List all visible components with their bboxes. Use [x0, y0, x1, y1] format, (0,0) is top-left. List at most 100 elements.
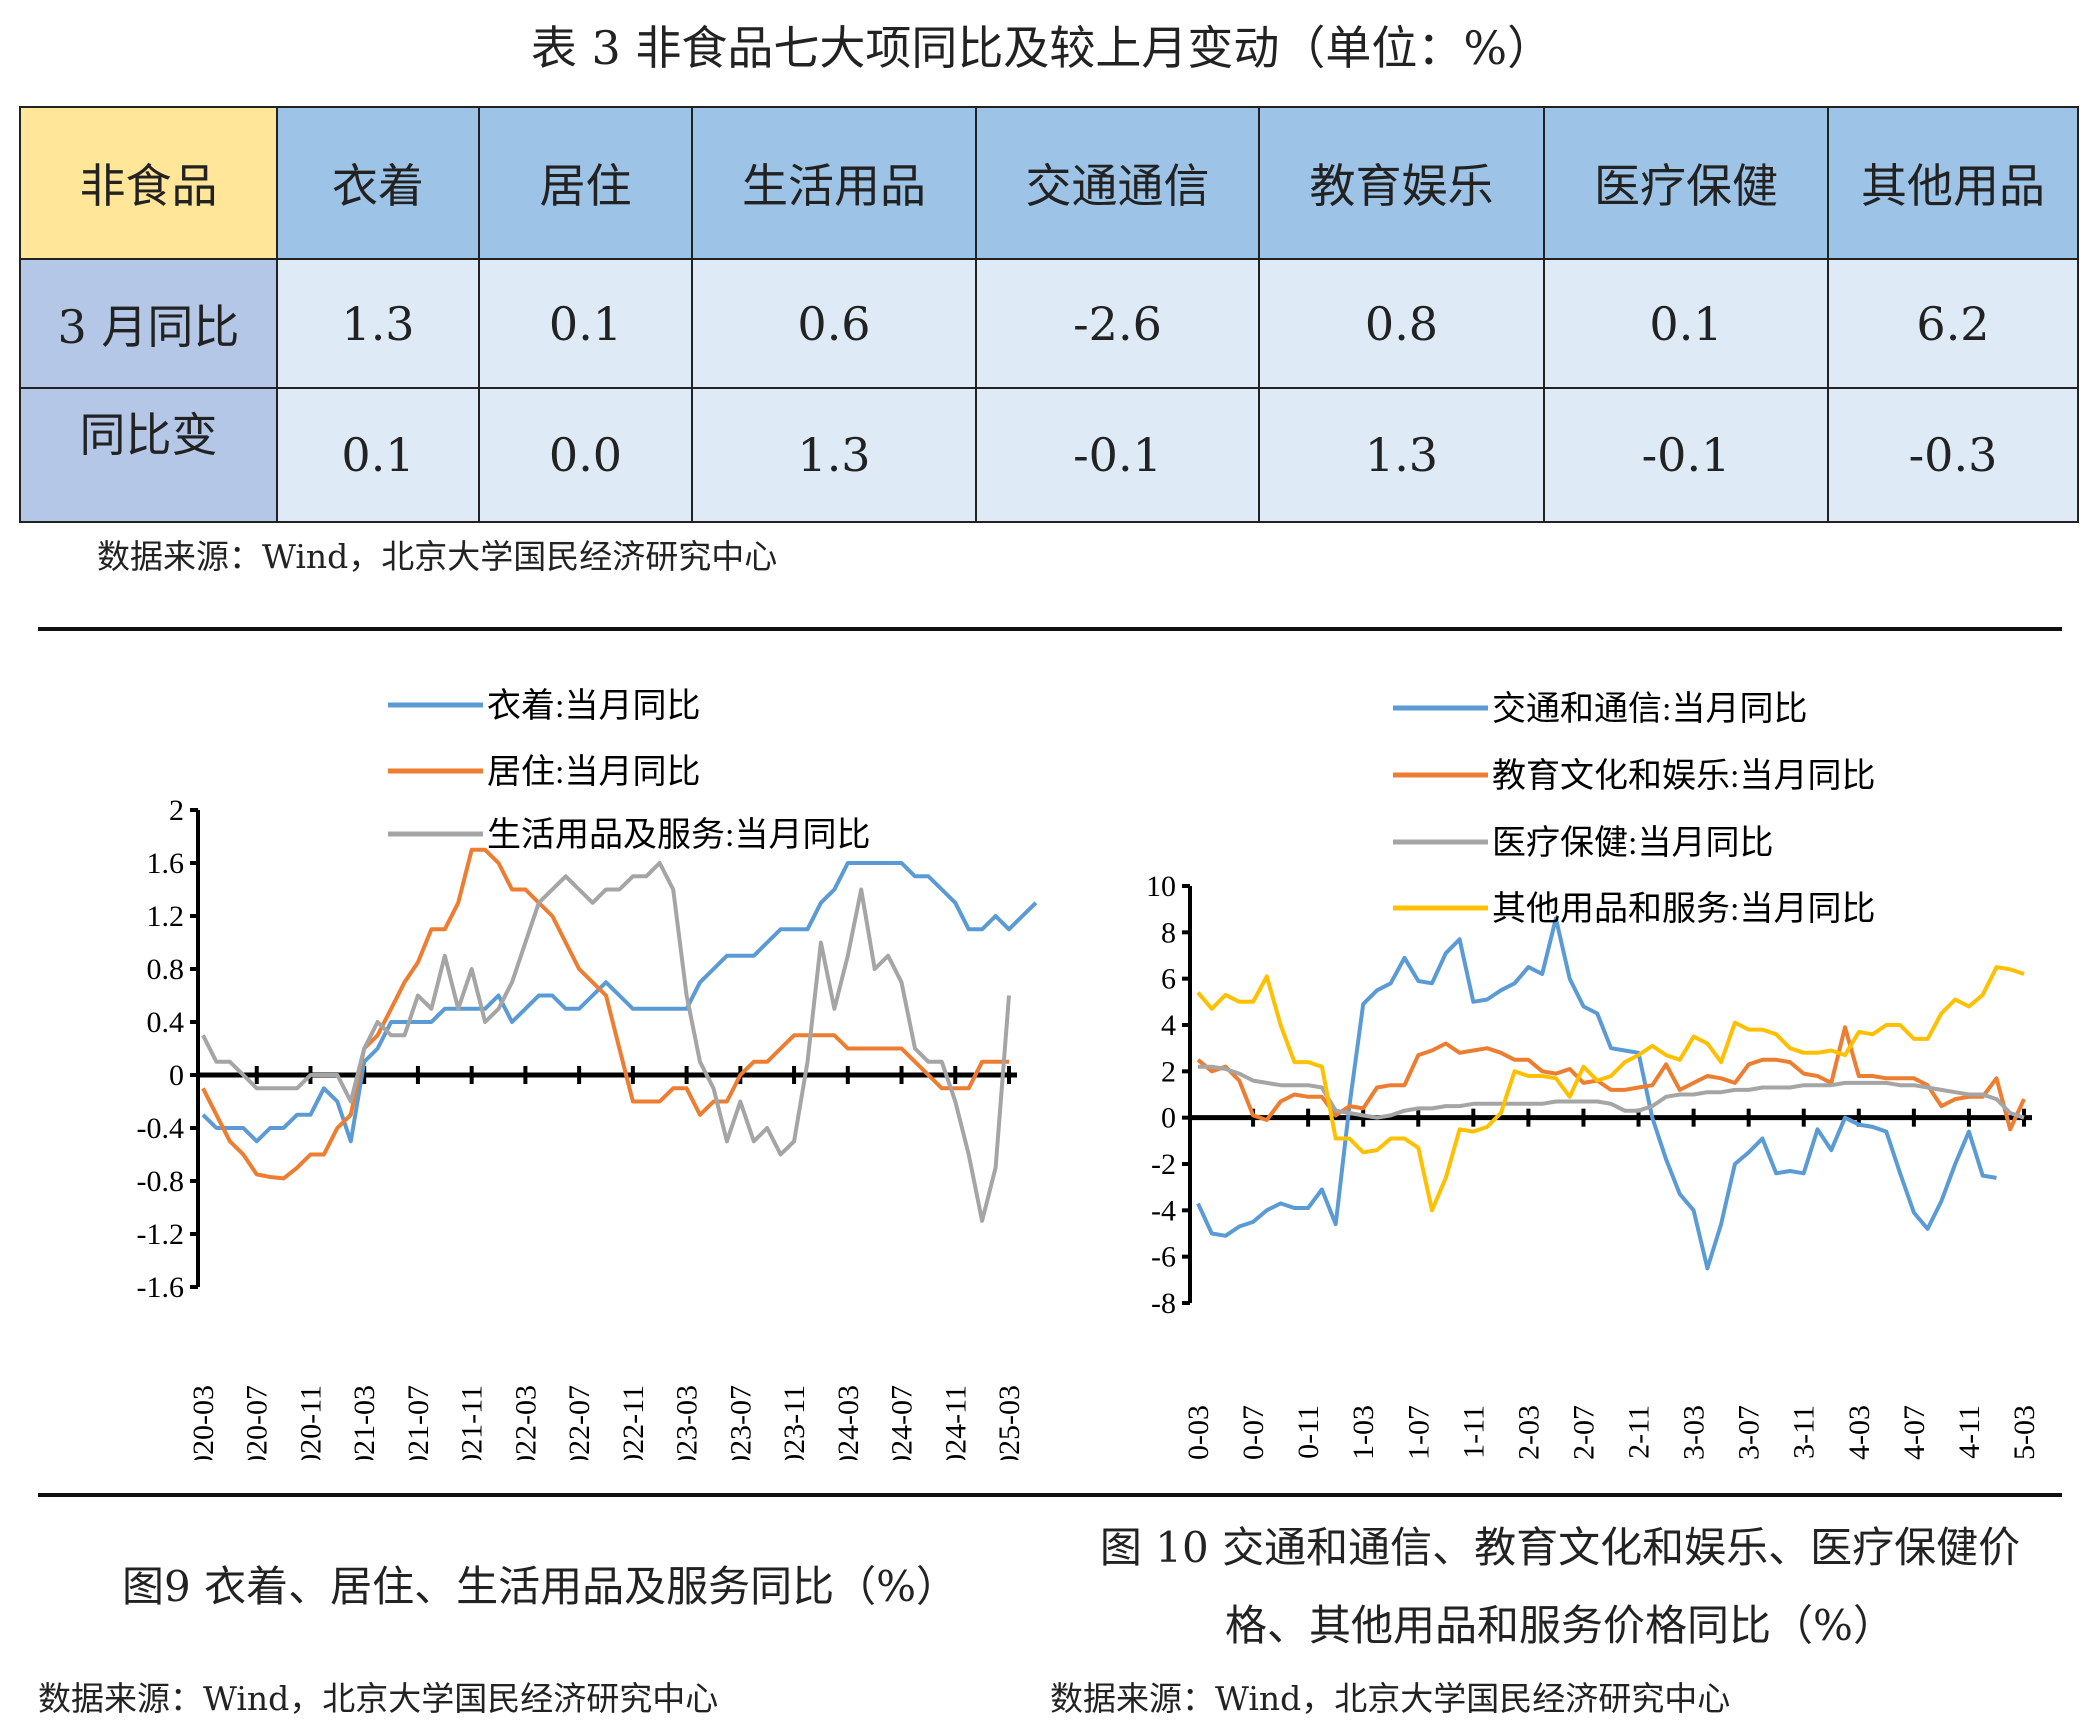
- x-tick-label: 2024-03: [1843, 1405, 1876, 1460]
- header-cell: 生活用品: [691, 106, 977, 260]
- y-tick-label: 8: [1161, 916, 1176, 949]
- table-cell: 1.3: [691, 387, 977, 523]
- y-tick-label: 10: [1146, 870, 1176, 903]
- y-tick-label: -0.4: [137, 1112, 185, 1145]
- legend-label: 其他用品和服务:当月同比: [1492, 890, 1875, 928]
- y-tick-label: 4: [1161, 1009, 1176, 1042]
- table-cell: 0.6: [691, 258, 977, 389]
- table-cell: 0.0: [478, 387, 693, 523]
- x-tick-label: 2023-07: [1733, 1405, 1766, 1460]
- figure9-source: 数据来源：Wind，北京大学国民经济研究中心: [38, 1679, 719, 1718]
- header-cell: 居住: [478, 106, 693, 260]
- series-line-4: [1196, 965, 2025, 1213]
- y-tick-label: 1.6: [147, 847, 185, 880]
- figure10-caption-line2: 格、其他用品和服务价格同比（%）: [1225, 1601, 1895, 1650]
- x-tick-label: 2020-03: [1182, 1405, 1215, 1460]
- table-title: 表 3 非食品七大项同比及较上月变动（单位：%）: [530, 21, 1554, 75]
- header-cell: 交通通信: [975, 106, 1260, 260]
- series-line-2: [201, 847, 1009, 1181]
- chart-transport-education-medical-other: 10 8 6 4 2 0 -2 -4 -6 -8 2020-03 2020-07 2020-11 2021…: [1146, 690, 2041, 1460]
- table-cell: 0.1: [478, 258, 693, 389]
- legend-label: 教育文化和娱乐:当月同比: [1492, 757, 1875, 795]
- header-cell: 医疗保健: [1543, 106, 1829, 260]
- legend-label: 生活用品及服务:当月同比: [487, 816, 870, 854]
- y-tick-label: -4: [1151, 1194, 1176, 1227]
- legend-label: 交通和通信:当月同比: [1492, 690, 1807, 728]
- divider-bottom: [38, 1493, 2062, 1497]
- table-cell: 0.1: [1543, 258, 1829, 389]
- y-tick-label: 2: [1161, 1055, 1176, 1088]
- x-tick-label: 2023-03: [671, 1385, 704, 1460]
- figure10-caption-line1: 图 10 交通和通信、教育文化和娱乐、医疗保健价: [1099, 1523, 2021, 1572]
- y-tick-label: -6: [1151, 1241, 1176, 1274]
- x-tick-label: 2022-03: [509, 1385, 542, 1460]
- x-tick-label: 2020-11: [1292, 1405, 1325, 1460]
- table-cell: 0.1: [276, 387, 480, 523]
- x-tick-label: 2024-11: [1953, 1405, 1986, 1460]
- x-tick-label: 2022-07: [563, 1385, 596, 1460]
- series-line-3: [201, 861, 1011, 1223]
- table-source: 数据来源：Wind，北京大学国民经济研究中心: [97, 537, 778, 576]
- y-tick-label: 1.2: [147, 900, 185, 933]
- x-tick-label: 2021-11: [456, 1385, 489, 1460]
- x-tick-label: 2020-03: [187, 1385, 220, 1460]
- y-tick-label: 2: [169, 794, 184, 827]
- x-tick-label: 2024-07: [886, 1385, 919, 1460]
- row-header: 3 月同比: [19, 258, 278, 389]
- x-tick-label: 2024-03: [832, 1385, 865, 1460]
- x-tick-label: 2021-03: [348, 1385, 381, 1460]
- x-tick-label: 2022-11: [1623, 1405, 1656, 1460]
- header-cell: 衣着: [276, 106, 480, 260]
- y-tick-label: -2: [1151, 1148, 1176, 1181]
- x-tick-label: 2020-11: [294, 1385, 327, 1460]
- table-cell: 1.3: [276, 258, 480, 389]
- y-tick-label: -8: [1151, 1287, 1176, 1320]
- table-cell: 0.8: [1258, 258, 1545, 389]
- x-tick-label: 2021-11: [1457, 1405, 1490, 1460]
- y-tick-label: -0.8: [137, 1165, 185, 1198]
- x-tick-label: 2021-03: [1347, 1405, 1380, 1460]
- divider-top: [38, 627, 2062, 631]
- x-tick-label: 2025-03: [2008, 1405, 2041, 1460]
- legend-label: 医疗保健:当月同比: [1492, 824, 1773, 862]
- chart-clothing-housing-household: 2 1.6 1.2 0.8 0.4 0 -0.4 -0.8 -1.2 -1.6 2020-03 202…: [137, 687, 1038, 1460]
- x-tick-label: 2021-07: [1402, 1405, 1435, 1460]
- x-tick-label: 2020-07: [241, 1385, 274, 1460]
- y-tick-label: 0.4: [147, 1006, 185, 1039]
- series-line-1: [201, 861, 1038, 1144]
- x-tick-label: 2021-07: [402, 1385, 435, 1460]
- table-cell: -0.1: [975, 387, 1260, 523]
- figure10-source: 数据来源：Wind，北京大学国民经济研究中心: [1050, 1679, 1731, 1718]
- row-header: 同比变: [19, 387, 278, 523]
- table-cell: 6.2: [1827, 258, 2079, 389]
- header-cell: 非食品: [19, 106, 278, 260]
- x-tick-label: 2022-03: [1512, 1405, 1545, 1460]
- series-line-3: [1198, 1064, 2025, 1120]
- x-tick-label: 2023-11: [1788, 1405, 1821, 1460]
- table-row: 同比变 0.1 0.0 1.3 -0.1 1.3 -0.1 -0.3: [19, 387, 2079, 523]
- x-tick-label: 2022-11: [617, 1385, 650, 1460]
- series-line-2: [1196, 1025, 2026, 1132]
- table-header-row: 非食品 衣着 居住 生活用品 交通通信 教育娱乐 医疗保健 其他用品: [19, 106, 2079, 260]
- legend-label: 居住:当月同比: [487, 753, 700, 791]
- legend-label: 衣着:当月同比: [487, 687, 700, 725]
- x-tick-label: 2022-07: [1567, 1405, 1600, 1460]
- y-tick-label: 0: [1161, 1102, 1176, 1135]
- non-food-table: 非食品 衣着 居住 生活用品 交通通信 教育娱乐 医疗保健 其他用品 3 月同比…: [19, 106, 2079, 523]
- figure9-caption: 图9 衣着、居住、生活用品及服务同比（%）: [122, 1562, 958, 1611]
- x-tick-label: 2023-11: [778, 1385, 811, 1460]
- x-tick-label: 2024-07: [1898, 1405, 1931, 1460]
- x-tick-label: 2025-03: [993, 1385, 1026, 1460]
- y-tick-label: 0.8: [147, 953, 185, 986]
- table-cell: 1.3: [1258, 387, 1545, 523]
- table-cell: -2.6: [975, 258, 1260, 389]
- x-tick-label: 2023-03: [1678, 1405, 1711, 1460]
- header-cell: 其他用品: [1827, 106, 2079, 260]
- series-line-1: [1196, 916, 1997, 1271]
- x-tick-label: 2024-11: [939, 1385, 972, 1460]
- table-cell: -0.1: [1543, 387, 1829, 523]
- y-tick-label: -1.6: [137, 1271, 185, 1304]
- y-tick-label: -1.2: [137, 1218, 185, 1251]
- table-cell: -0.3: [1827, 387, 2079, 523]
- table-row: 3 月同比 1.3 0.1 0.6 -2.6 0.8 0.1 6.2: [19, 258, 2079, 389]
